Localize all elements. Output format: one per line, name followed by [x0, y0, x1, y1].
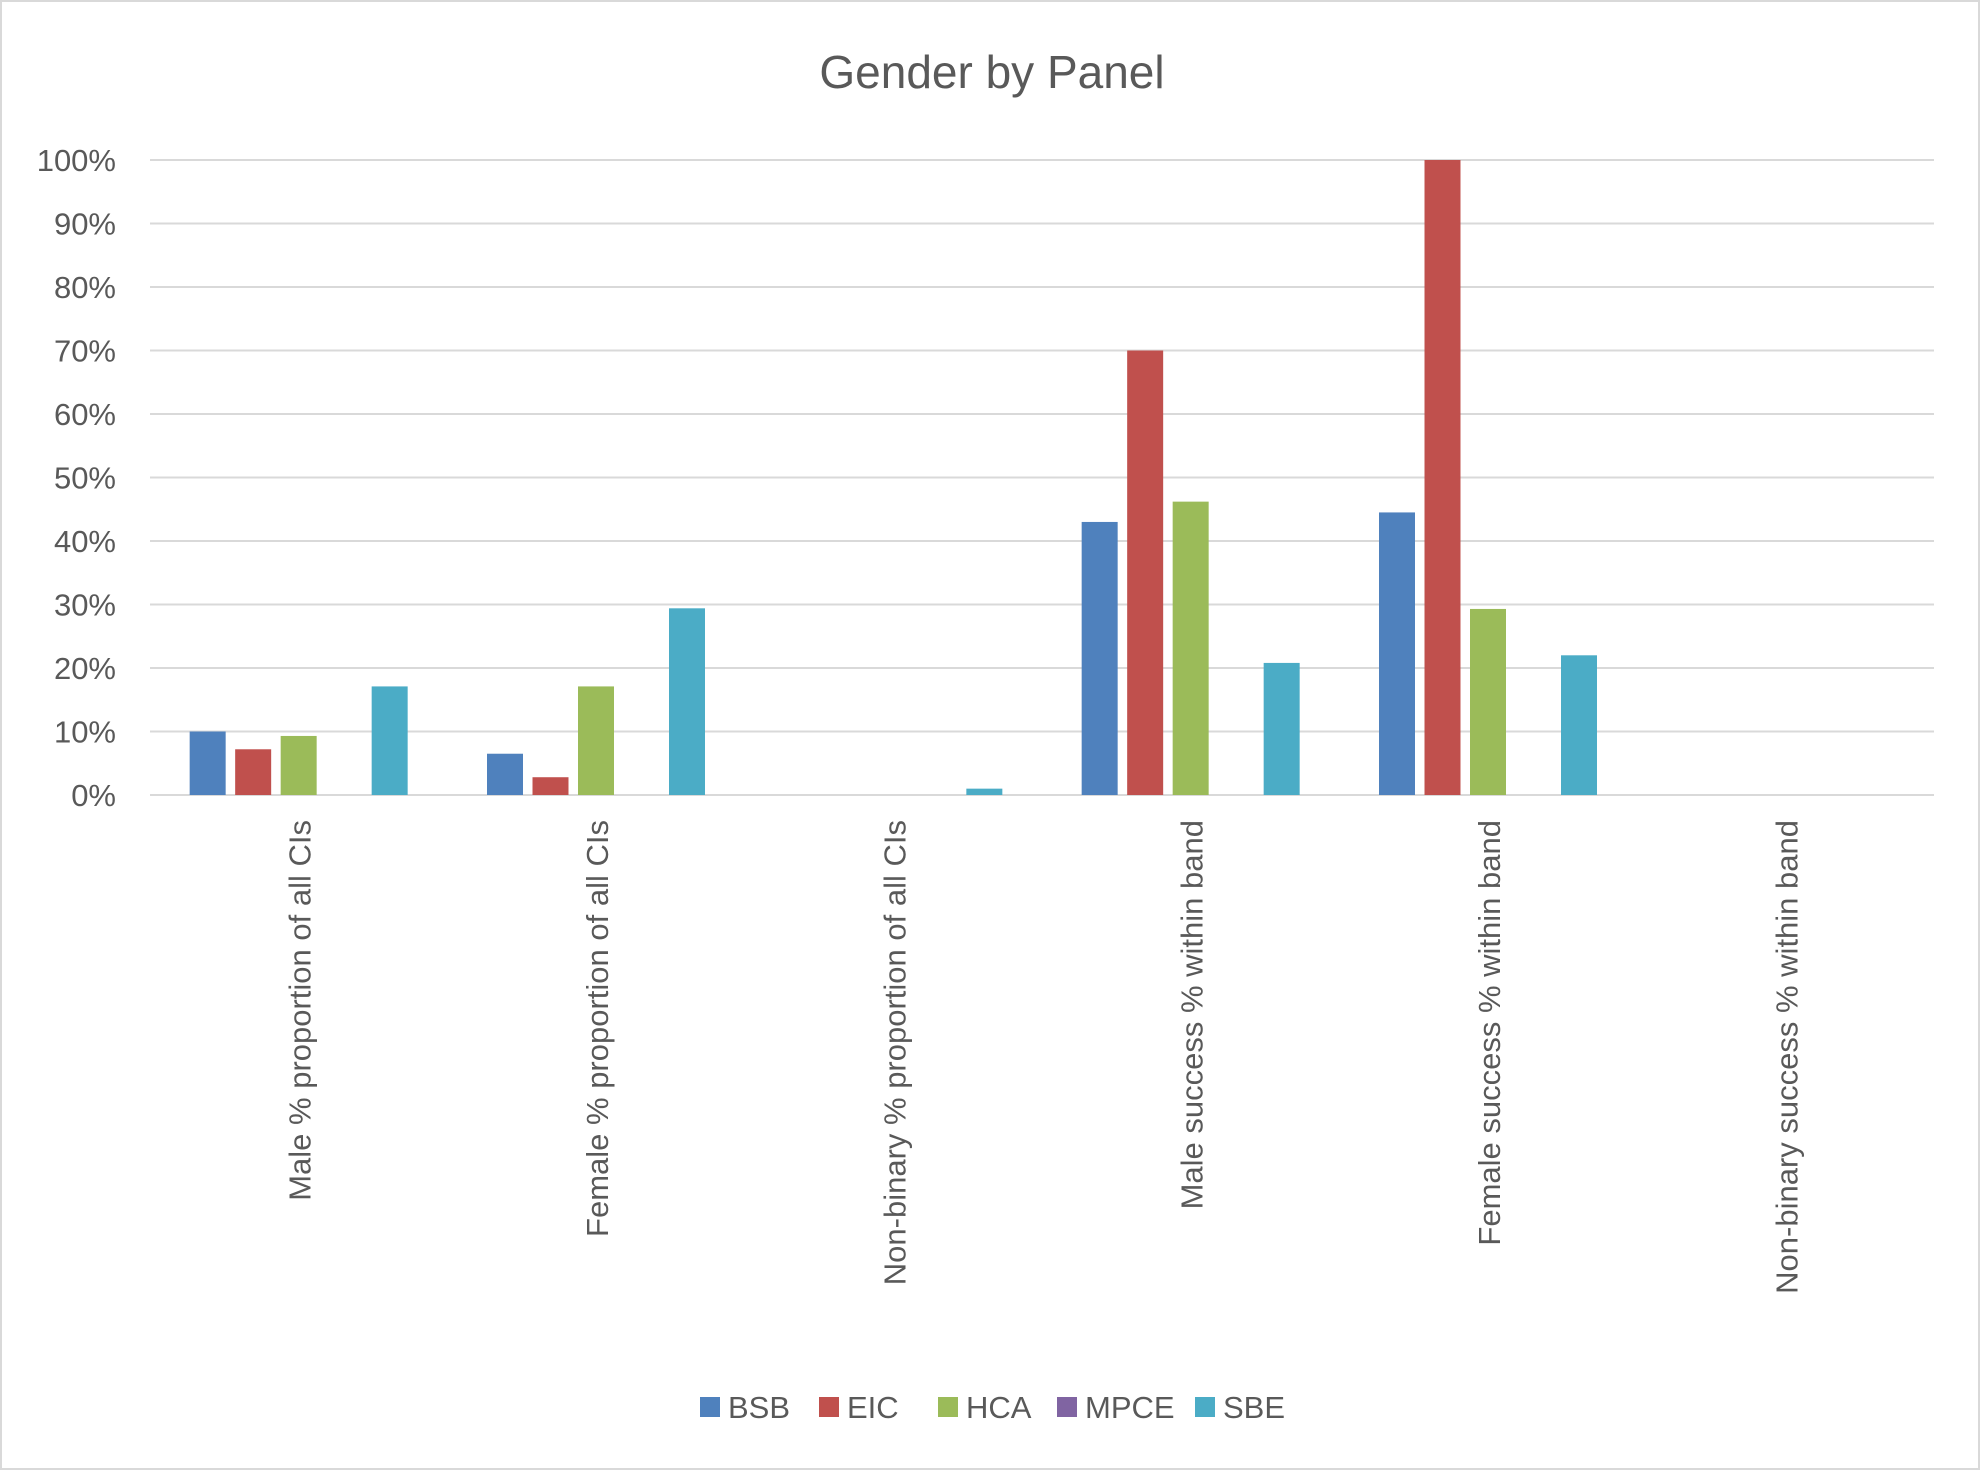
legend-label-eic: EIC	[847, 1390, 899, 1425]
legend-swatch-mpce	[1057, 1397, 1077, 1417]
y-tick-label: 20%	[54, 651, 116, 686]
bar-hca	[1172, 501, 1209, 795]
bar-sbe	[1561, 655, 1597, 795]
y-tick-label: 0%	[71, 778, 116, 813]
bar-hca	[280, 735, 317, 795]
bar-bsb	[487, 753, 523, 795]
x-tick-label: Male success % within band	[1175, 820, 1210, 1209]
legend-swatch-bsb	[700, 1397, 720, 1417]
x-tick-label: Non-binary % proportion of all CIs	[877, 820, 912, 1285]
y-tick-label: 40%	[54, 524, 116, 559]
bar-sbe	[1263, 662, 1300, 795]
bar-eic	[1127, 350, 1164, 795]
bar-bsb	[1081, 521, 1118, 795]
bar-sbe	[669, 608, 705, 795]
legend-swatch-sbe	[1195, 1397, 1215, 1417]
legend-swatch-hca	[938, 1397, 958, 1417]
bar-bsb	[1379, 512, 1415, 795]
y-tick-label: 100%	[37, 143, 116, 178]
x-tick-label: Female % proportion of all CIs	[580, 820, 615, 1237]
legend-swatch-eic	[819, 1397, 839, 1417]
bar-eic	[532, 777, 569, 795]
bar-hca	[1470, 608, 1506, 795]
y-tick-label: 60%	[54, 397, 116, 432]
bars	[189, 160, 1597, 795]
bar-eic	[1424, 160, 1461, 795]
bar-eic	[235, 749, 272, 795]
bar-bsb	[189, 731, 226, 795]
x-tick-label: Non-binary success % within band	[1769, 820, 1804, 1294]
legend-label-mpce: MPCE	[1085, 1390, 1175, 1425]
x-tick-label: Male % proportion of all CIs	[283, 820, 318, 1201]
bar-hca	[578, 686, 614, 795]
legend-label-bsb: BSB	[728, 1390, 790, 1425]
y-tick-label: 10%	[54, 715, 116, 750]
gridlines	[150, 159, 1934, 796]
x-tick-label: Female success % within band	[1472, 820, 1507, 1246]
legend-label-hca: HCA	[966, 1390, 1032, 1425]
bar-sbe	[371, 686, 408, 795]
y-tick-label: 80%	[54, 270, 116, 305]
legend: BSB EIC HCA MPCE SBE	[700, 1390, 1285, 1425]
chart-title: Gender by Panel	[819, 46, 1164, 98]
y-axis-tick-labels: 0% 10% 20% 30% 40% 50% 60% 70% 80% 90% 100%	[37, 143, 116, 813]
bar-sbe	[966, 788, 1003, 795]
x-axis-tick-labels: Male % proportion of all CIs Female % pro…	[283, 820, 1805, 1294]
y-tick-label: 70%	[54, 334, 116, 369]
y-tick-label: 90%	[54, 207, 116, 242]
legend-label-sbe: SBE	[1223, 1390, 1285, 1425]
y-tick-label: 30%	[54, 588, 116, 623]
y-tick-label: 50%	[54, 461, 116, 496]
